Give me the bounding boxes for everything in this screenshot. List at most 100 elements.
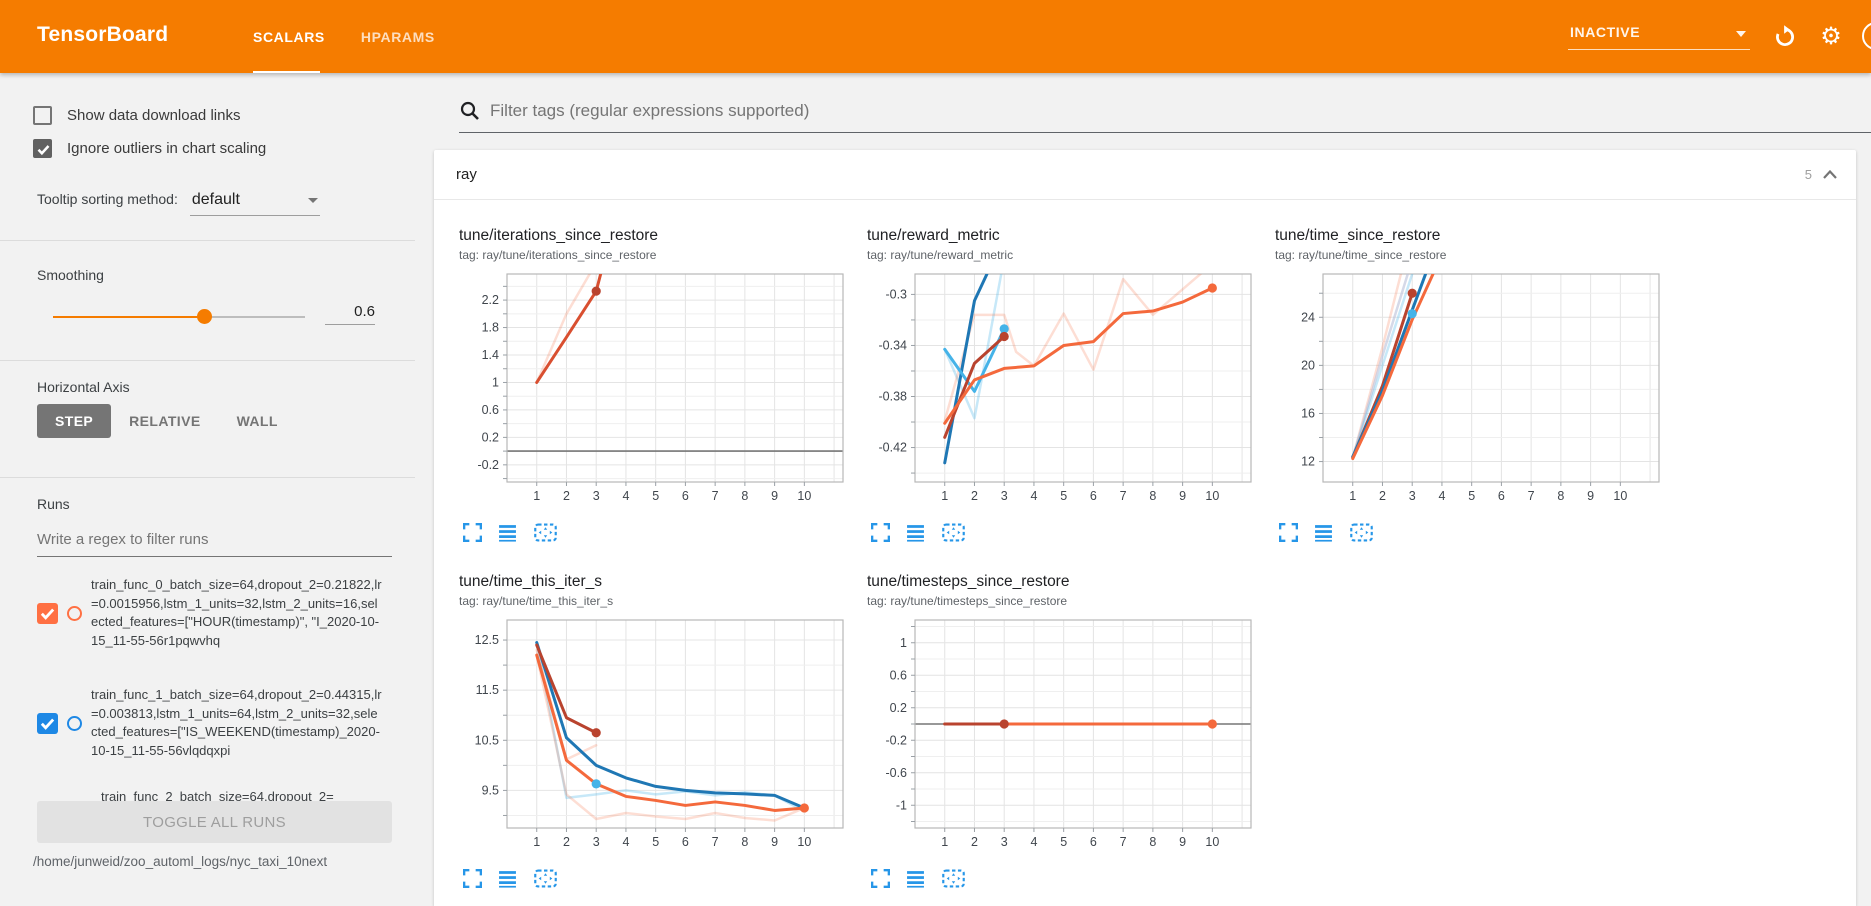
svg-text:5: 5: [1060, 489, 1067, 503]
svg-text:6: 6: [1090, 835, 1097, 849]
ignore-outliers-checkbox[interactable]: Ignore outliers in chart scaling: [33, 139, 266, 158]
main-area: Filter tags (regular expressions support…: [415, 73, 1871, 906]
chart-title: tune/reward_metric: [867, 227, 1000, 244]
slider-thumb[interactable]: [197, 309, 212, 324]
svg-text:8: 8: [1149, 489, 1156, 503]
expand-chart-icon[interactable]: [463, 869, 482, 888]
svg-text:1: 1: [900, 636, 907, 650]
expand-chart-icon[interactable]: [1279, 523, 1298, 542]
svg-text:9: 9: [1179, 489, 1186, 503]
svg-text:-0.38: -0.38: [879, 390, 908, 404]
show-download-links-checkbox[interactable]: Show data download links: [33, 106, 240, 125]
svg-text:1: 1: [533, 835, 540, 849]
search-icon: [460, 101, 479, 120]
tensorboard-logo: TensorBoard: [37, 23, 169, 46]
chevron-up-icon[interactable]: [1822, 169, 1838, 180]
svg-text:4: 4: [622, 835, 629, 849]
tag-filter-row[interactable]: Filter tags (regular expressions support…: [459, 93, 1871, 133]
svg-text:5: 5: [652, 489, 659, 503]
ray-section-card: ray 5 tune/iterations_since_restore tag:…: [434, 150, 1856, 906]
runs-table-icon[interactable]: [498, 523, 517, 542]
tooltip-sorting-value: default: [191, 191, 240, 208]
svg-text:6: 6: [682, 835, 689, 849]
tab-scalars[interactable]: SCALARS: [253, 28, 325, 45]
fit-domain-icon[interactable]: [1349, 522, 1374, 543]
tag-filter-input[interactable]: Filter tags (regular expressions support…: [490, 101, 810, 120]
run-radio-icon[interactable]: [67, 715, 82, 731]
runs-table-icon[interactable]: [498, 869, 517, 888]
help-icon[interactable]: ?: [1862, 22, 1871, 50]
chart-plot[interactable]: 12.5 11.5 10.5 9.5 1 2 3 4 5 6 7 8 9 10: [459, 614, 853, 860]
chart-plot[interactable]: -0.3 -0.34 -0.38 -0.42 1 2 3 4 5 6 7 8 9 10: [867, 268, 1261, 514]
tab-hparams[interactable]: HPARAMS: [360, 28, 435, 45]
horizontal-axis-label: Horizontal Axis: [37, 379, 130, 395]
chart-title: tune/time_since_restore: [1275, 227, 1441, 244]
toggle-all-runs-button[interactable]: TOGGLE ALL RUNS: [37, 801, 392, 843]
settings-button[interactable]: ⚙: [1818, 24, 1844, 50]
svg-text:6: 6: [1090, 489, 1097, 503]
checkbox-checked-icon: [33, 139, 52, 158]
refresh-button[interactable]: [1772, 24, 1798, 50]
tooltip-sorting-label: Tooltip sorting method:: [37, 191, 178, 207]
chart-plot[interactable]: 2.2 1.8 1.4 1 0.6 0.2 -0.2 1 2 3 4 5 6 7 8 9 10: [459, 268, 853, 514]
svg-text:5: 5: [652, 835, 659, 849]
svg-text:9.5: 9.5: [482, 783, 499, 797]
svg-text:-0.34: -0.34: [879, 338, 908, 352]
run-item-2-partial[interactable]: train_func_2_batch_size=64,dropout_2=: [101, 789, 334, 804]
svg-text:10: 10: [1205, 489, 1219, 503]
fit-domain-icon[interactable]: [941, 522, 966, 543]
run-item-1[interactable]: train_func_1_batch_size=64,dropout_2=0.4…: [37, 686, 393, 760]
svg-text:-0.42: -0.42: [879, 441, 908, 455]
fit-domain-icon[interactable]: [533, 522, 558, 543]
svg-text:2.2: 2.2: [482, 293, 499, 307]
svg-text:10.5: 10.5: [475, 733, 499, 747]
svg-text:0.6: 0.6: [482, 403, 499, 417]
svg-text:10: 10: [1205, 835, 1219, 849]
axis-wall-button[interactable]: WALL: [236, 413, 278, 429]
runs-table-icon[interactable]: [906, 523, 925, 542]
svg-text:16: 16: [1301, 406, 1315, 420]
chart-title: tune/timesteps_since_restore: [867, 573, 1070, 590]
chart-tag: tag: ray/tune/time_this_iter_s: [459, 594, 614, 608]
svg-text:-1: -1: [896, 798, 907, 812]
ray-section-header[interactable]: ray 5: [434, 150, 1856, 200]
status-dropdown[interactable]: INACTIVE: [1568, 20, 1750, 50]
svg-text:9: 9: [1179, 835, 1186, 849]
run-radio-icon[interactable]: [67, 605, 82, 621]
tooltip-sorting-row: Tooltip sorting method: default: [37, 191, 320, 216]
runs-label: Runs: [37, 496, 70, 512]
checkbox-unchecked-icon: [33, 106, 52, 125]
fit-domain-icon[interactable]: [941, 868, 966, 889]
slider-fill: [53, 316, 204, 318]
run-item-0[interactable]: train_func_0_batch_size=64,dropout_2=0.2…: [37, 576, 393, 650]
svg-text:8: 8: [1149, 835, 1156, 849]
runs-table-icon[interactable]: [1314, 523, 1333, 542]
chart-title: tune/time_this_iter_s: [459, 573, 603, 590]
smoothing-value[interactable]: 0.6: [325, 303, 375, 325]
section-chart-count: 5: [1804, 167, 1812, 182]
tooltip-sorting-dropdown[interactable]: default: [189, 191, 320, 216]
svg-text:6: 6: [682, 489, 689, 503]
expand-chart-icon[interactable]: [463, 523, 482, 542]
svg-text:3: 3: [1409, 489, 1416, 503]
svg-text:-0.6: -0.6: [885, 766, 907, 780]
run-checkbox-checked-icon[interactable]: [37, 602, 58, 624]
expand-chart-icon[interactable]: [871, 523, 890, 542]
fit-domain-icon[interactable]: [533, 868, 558, 889]
run-checkbox-checked-icon[interactable]: [37, 712, 58, 734]
active-tab-underline: [253, 71, 320, 73]
svg-text:9: 9: [771, 835, 778, 849]
svg-text:3: 3: [593, 835, 600, 849]
chevron-down-icon: [307, 198, 318, 203]
runs-table-icon[interactable]: [906, 869, 925, 888]
svg-text:4: 4: [622, 489, 629, 503]
chart-plot[interactable]: 1 0.6 0.2 -0.2 -0.6 -1 1 2 3 4 5 6 7 8 9 10: [867, 614, 1261, 860]
runs-filter-input[interactable]: Write a regex to filter runs: [37, 531, 392, 557]
run-name: train_func_0_batch_size=64,dropout_2=0.2…: [91, 577, 382, 648]
axis-step-button[interactable]: STEP: [37, 404, 112, 438]
svg-text:1.8: 1.8: [482, 321, 499, 335]
expand-chart-icon[interactable]: [871, 869, 890, 888]
axis-relative-button[interactable]: RELATIVE: [129, 413, 201, 429]
svg-text:2: 2: [563, 835, 570, 849]
